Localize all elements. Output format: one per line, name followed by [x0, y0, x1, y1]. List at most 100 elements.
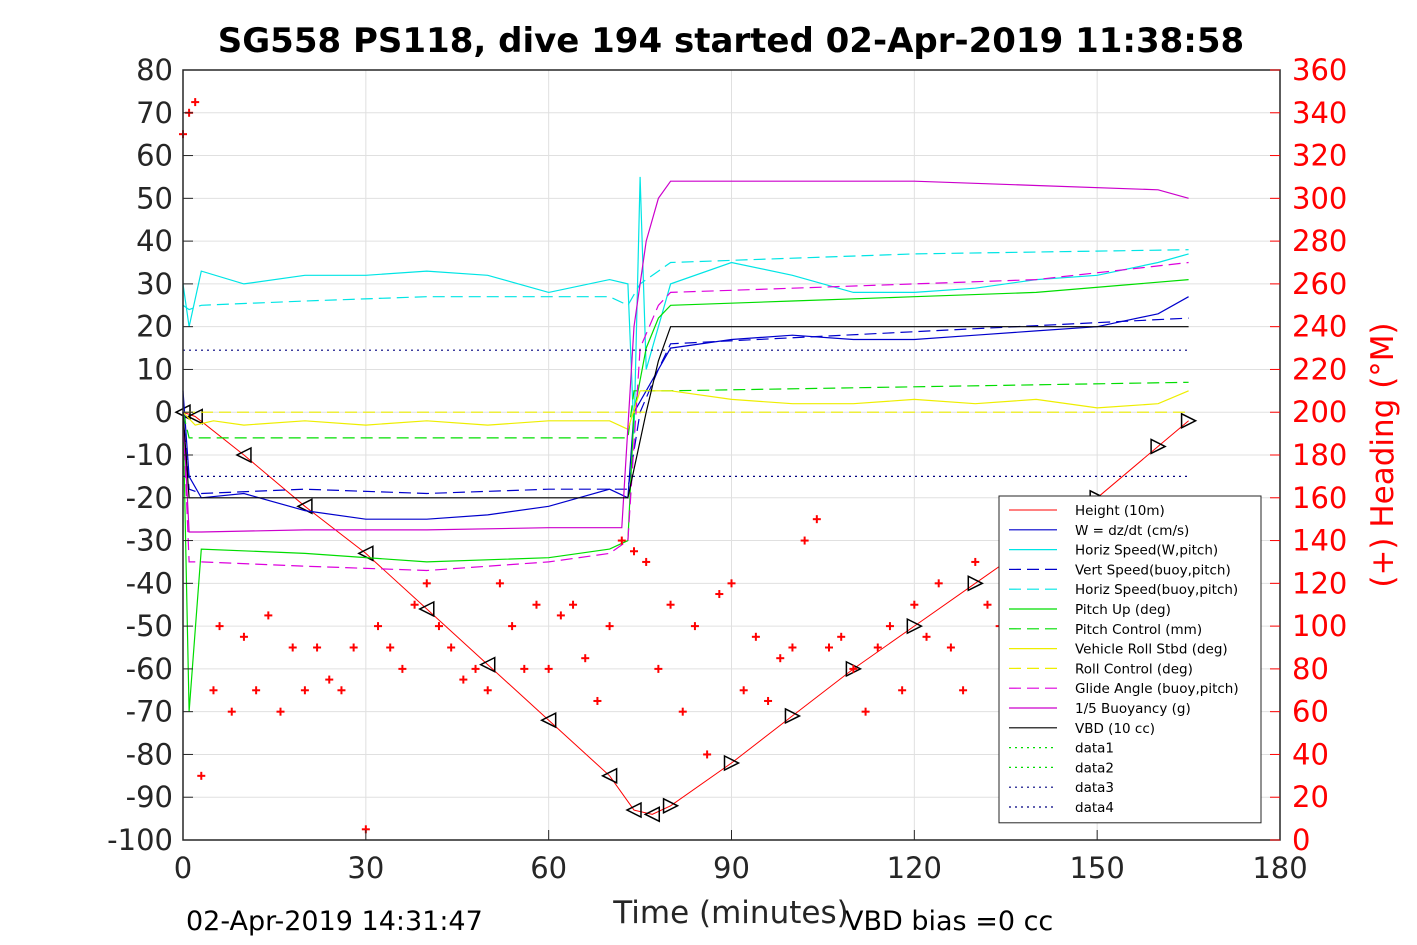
series-horiz-speed-buoy-pitch: [182, 249, 1189, 311]
y-tick-label: 50: [136, 181, 173, 215]
heading-point: [727, 579, 736, 588]
heading-point: [800, 536, 809, 545]
y-tick-label: -50: [126, 609, 173, 643]
legend-entry: data3: [1075, 780, 1114, 796]
heading-point: [922, 632, 931, 641]
series-glide-angle-buoy-pitch: [182, 261, 1189, 572]
heading-point: [971, 557, 980, 566]
y-tick-label: -70: [126, 695, 173, 729]
heading-point: [508, 622, 517, 631]
legend-entry: data4: [1075, 800, 1114, 816]
right-tick-label: 280: [1292, 224, 1347, 258]
heading-point: [959, 686, 968, 695]
legend: Height (10m) W = dz/dt (cm/s) Horiz Speed(…: [998, 495, 1262, 824]
footer-vbd-bias: VBD bias =0 cc: [845, 906, 1053, 937]
legend-entry: VBD (10 cc): [1075, 721, 1155, 737]
series-horiz-speed-w-pitch: [182, 176, 1189, 434]
right-tick-label: 200: [1292, 395, 1347, 429]
chart-title: SG558 PS118, dive 194 started 02-Apr-201…: [218, 21, 1244, 61]
heading-point: [556, 611, 565, 620]
height-marker: [479, 656, 496, 673]
legend-entry: Pitch Up (deg): [1075, 602, 1171, 618]
right-tick-label: 100: [1292, 609, 1347, 643]
heading-point: [252, 686, 261, 695]
series-vert-speed-buoy-pitch: [182, 317, 1189, 495]
heading-point: [325, 675, 334, 684]
height-marker: [967, 575, 984, 592]
x-axis-label: Time (minutes): [612, 895, 848, 931]
height-marker: [418, 600, 435, 618]
legend-entry: Vehicle Roll Stbd (deg): [1075, 642, 1228, 658]
y-tick-label: 30: [136, 267, 173, 301]
heading-point: [593, 696, 602, 705]
heading-point: [715, 590, 724, 599]
heading-point: [569, 600, 578, 609]
right-tick-label: 180: [1292, 438, 1347, 472]
heading-point: [690, 622, 699, 631]
heading-point: [605, 622, 614, 631]
right-tick-label: 320: [1292, 139, 1347, 173]
heading-point: [191, 98, 200, 107]
series-1-5-buoyancy-g: [182, 180, 1189, 533]
heading-point: [422, 579, 431, 588]
heading-point: [764, 696, 773, 705]
heading-point: [532, 600, 541, 609]
legend-entry: Glide Angle (buoy,pitch): [1075, 681, 1239, 697]
x-tick-label: 30: [347, 851, 384, 885]
height-marker: [186, 408, 203, 425]
legend-entry: Horiz Speed(W,pitch): [1075, 543, 1218, 559]
y-tick-label: -10: [126, 438, 173, 472]
heading-point: [825, 643, 834, 652]
right-tick-label: 360: [1292, 53, 1347, 87]
heading-point: [812, 515, 821, 524]
legend-entry: Vert Speed(buoy,pitch): [1075, 562, 1231, 578]
right-tick-label: 0: [1292, 823, 1310, 857]
height-marker: [296, 498, 313, 515]
y-tick-label: -30: [126, 524, 173, 558]
y-tick-label: -20: [126, 481, 173, 515]
heading-point: [227, 707, 236, 716]
legend-entry: W = dz/dt (cm/s): [1075, 523, 1189, 539]
right-tick-label: 340: [1292, 96, 1347, 130]
series-w-dz-dt-cm-s: [182, 296, 1189, 520]
series-vbd-10-cc: [182, 326, 1189, 499]
heading-point: [471, 664, 480, 673]
heading-point: [459, 675, 468, 684]
heading-point: [410, 600, 419, 609]
heading-point: [581, 654, 590, 663]
y-tick-label: 0: [155, 395, 173, 429]
height-marker: [643, 806, 661, 823]
tick-layer: 0 30 60 90 120 150 18080706050403020100-10-20-…: [107, 53, 1347, 885]
legend-entry: data1: [1075, 741, 1114, 757]
heading-point: [544, 664, 553, 673]
heading-point: [276, 707, 285, 716]
heading-point: [629, 547, 638, 556]
y-tick-label: 10: [136, 352, 173, 386]
y-tick-label: -40: [126, 566, 173, 600]
x-tick-label: 180: [1252, 851, 1307, 885]
heading-point: [776, 654, 785, 663]
heading-point: [898, 686, 907, 695]
right-axis-label: (+) Heading (°M): [1365, 322, 1401, 587]
heading-point: [434, 622, 443, 631]
heading-point: [983, 600, 992, 609]
heading-point: [264, 611, 273, 620]
right-tick-label: 300: [1292, 181, 1347, 215]
legend-box: [998, 495, 1262, 824]
right-tick-label: 40: [1292, 737, 1329, 771]
heading-point: [849, 664, 858, 673]
heading-point: [837, 632, 846, 641]
x-tick-label: 120: [887, 851, 942, 885]
series-layer: [174, 98, 1198, 834]
heading-point: [495, 579, 504, 588]
series-pitch-up-deg: [182, 279, 1189, 712]
heading-point: [703, 750, 712, 759]
series-vehicle-roll-stbd-deg: [182, 390, 1189, 431]
heading-point: [666, 600, 675, 609]
heading-point: [910, 600, 919, 609]
heading-point: [300, 686, 309, 695]
heading-point: [447, 643, 456, 652]
heading-point: [946, 643, 955, 652]
right-tick-label: 80: [1292, 652, 1329, 686]
